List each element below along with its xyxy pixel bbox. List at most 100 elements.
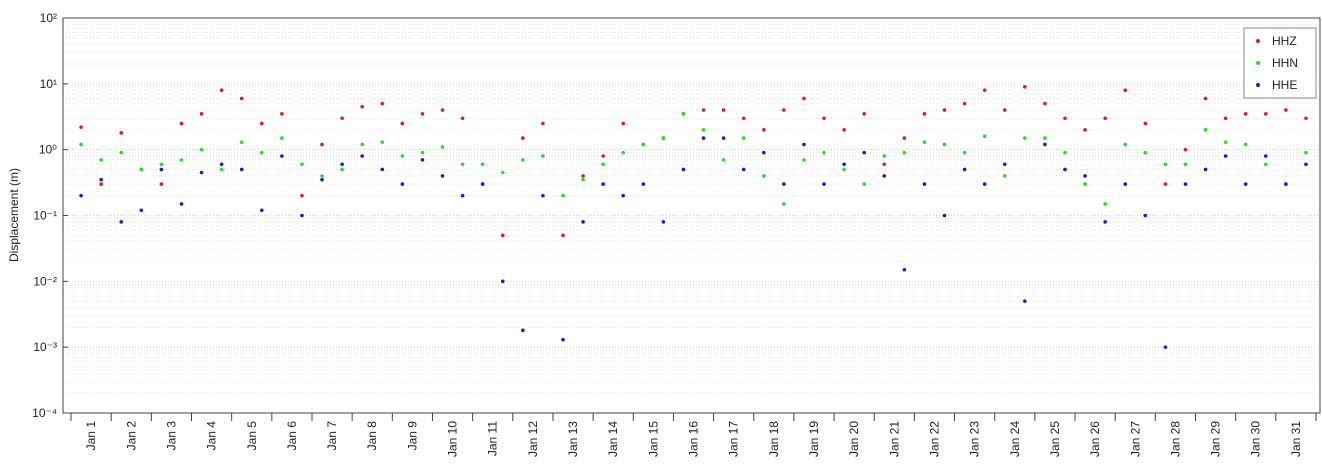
legend-label: HHN <box>1272 56 1298 70</box>
point <box>581 174 585 178</box>
point <box>1103 220 1107 224</box>
point <box>1002 174 1007 178</box>
point <box>782 108 786 112</box>
point <box>460 116 465 121</box>
point <box>1123 142 1128 147</box>
point <box>802 142 806 147</box>
x-tick-label: Jan 11 <box>486 421 500 456</box>
point <box>721 158 726 162</box>
point <box>360 154 364 158</box>
point <box>601 182 605 186</box>
point <box>1223 140 1228 144</box>
point <box>942 213 947 218</box>
point <box>400 154 405 158</box>
y-tick-label: 10¹ <box>40 77 57 91</box>
point <box>741 136 746 140</box>
point <box>280 112 284 116</box>
point <box>701 128 706 132</box>
point <box>561 233 565 238</box>
legend-label: HHZ <box>1272 34 1297 48</box>
point <box>601 162 605 167</box>
point <box>641 182 646 186</box>
point <box>280 154 284 158</box>
point <box>1163 182 1168 186</box>
point <box>982 88 987 93</box>
x-tick-label: Jan 26 <box>1088 421 1102 457</box>
point <box>962 101 967 106</box>
point <box>460 162 465 167</box>
point <box>380 101 385 106</box>
point <box>962 150 967 155</box>
point <box>862 182 866 186</box>
point <box>79 193 83 198</box>
point <box>179 202 184 206</box>
point <box>1063 116 1067 121</box>
point <box>500 170 505 175</box>
point <box>219 88 224 93</box>
x-tick-label: Jan 17 <box>727 421 741 457</box>
point <box>480 182 485 186</box>
point <box>661 136 666 140</box>
point <box>1023 85 1027 89</box>
point <box>521 158 525 162</box>
x-tick-label: Jan 27 <box>1128 421 1142 457</box>
point <box>661 220 666 224</box>
point <box>721 136 726 140</box>
point <box>521 136 525 140</box>
point <box>681 167 686 172</box>
point <box>159 167 164 172</box>
y-tick-label: 10⁻² <box>33 274 57 288</box>
point <box>902 136 907 140</box>
point <box>340 162 344 167</box>
point <box>259 150 264 155</box>
legend-marker <box>1256 61 1260 65</box>
point <box>340 167 344 172</box>
y-axis-label: Displacement (m) <box>7 168 21 262</box>
point <box>641 142 646 147</box>
point <box>862 112 866 116</box>
x-tick-label: Jan 2 <box>124 421 138 451</box>
point <box>1063 167 1067 172</box>
point <box>280 136 284 140</box>
point <box>179 158 184 162</box>
point <box>621 150 626 155</box>
x-tick-label: Jan 28 <box>1168 421 1182 457</box>
point <box>380 167 385 172</box>
point <box>1263 112 1268 116</box>
y-tick-label: 10⁻³ <box>33 340 57 354</box>
point <box>1083 182 1087 186</box>
point <box>902 150 907 155</box>
point <box>1304 116 1308 121</box>
x-tick-label: Jan 4 <box>205 421 219 451</box>
x-tick-label: Jan 22 <box>927 421 941 457</box>
x-tick-label: Jan 21 <box>887 421 901 457</box>
point <box>440 108 445 112</box>
point <box>199 112 204 116</box>
legend-label: HHE <box>1272 78 1297 92</box>
point <box>179 121 184 126</box>
point <box>1002 162 1007 167</box>
x-tick-label: Jan 14 <box>606 421 620 457</box>
point <box>460 193 465 198</box>
point <box>340 116 344 121</box>
point <box>259 121 264 126</box>
x-tick-label: Jan 9 <box>405 421 419 451</box>
point <box>119 150 124 155</box>
point <box>420 150 425 155</box>
x-tick-label: Jan 20 <box>847 421 861 457</box>
x-tick-label: Jan 15 <box>646 421 660 457</box>
point <box>1203 128 1208 132</box>
point <box>1043 136 1047 140</box>
point <box>320 174 324 178</box>
x-tick-label: Jan 16 <box>687 421 701 457</box>
point <box>782 182 786 186</box>
point <box>681 112 686 116</box>
point <box>882 154 887 158</box>
point <box>1183 182 1188 186</box>
point <box>440 174 445 178</box>
point <box>701 108 706 112</box>
y-tick-label: 10⁻¹ <box>33 209 57 223</box>
x-tick-label: Jan 8 <box>365 421 379 451</box>
point <box>99 158 103 162</box>
x-tick-label: Jan 19 <box>807 421 821 457</box>
